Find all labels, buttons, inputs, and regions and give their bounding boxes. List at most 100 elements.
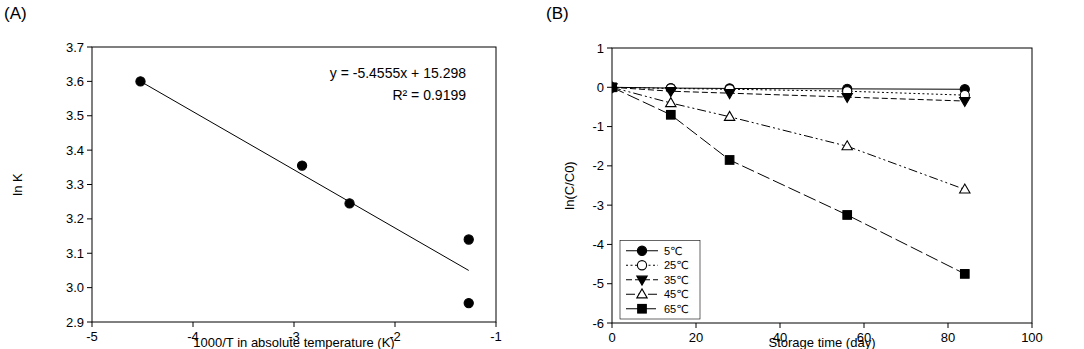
y-tick-label: -2 bbox=[592, 158, 604, 173]
y-tick-label: 3.7 bbox=[66, 40, 84, 55]
y-tick bbox=[607, 48, 612, 49]
series-line bbox=[612, 87, 965, 189]
x-tick bbox=[193, 322, 194, 327]
legend-label: 5℃ bbox=[664, 245, 682, 257]
figure: (A) -5 -4 -3 -2 -1 2.9 3.0 3.1 3.2 3.3 3.4 3.5 3.6 3.7… bbox=[0, 0, 1084, 349]
marker bbox=[464, 298, 473, 307]
legend-label: 45℃ bbox=[664, 288, 689, 300]
x-tick-label: -1 bbox=[490, 329, 502, 344]
x-axis-label: Storage time (day) bbox=[769, 335, 876, 349]
legend-marker bbox=[637, 246, 646, 255]
marker bbox=[612, 83, 617, 92]
panel-label: (A) bbox=[4, 4, 27, 23]
y-tick-label: 3.2 bbox=[66, 211, 84, 226]
y-tick-label: 0 bbox=[597, 80, 604, 95]
series-line bbox=[140, 81, 468, 270]
x-tick bbox=[696, 323, 697, 328]
x-axis-label: 1000/T in absolute temperature (K) bbox=[193, 335, 394, 349]
marker bbox=[724, 111, 734, 120]
y-tick bbox=[607, 165, 612, 166]
x-tick-label: -5 bbox=[86, 329, 98, 344]
y-tick-label: -3 bbox=[592, 198, 604, 213]
y-tick bbox=[87, 253, 92, 254]
series-line bbox=[612, 87, 965, 95]
legend-label: 65℃ bbox=[664, 303, 689, 315]
x-tick bbox=[92, 322, 93, 327]
chart-panel: (A)-5-4-3-2-12.93.03.13.23.33.43.53.63.7… bbox=[4, 4, 502, 349]
marker bbox=[464, 235, 473, 244]
series-line bbox=[612, 87, 965, 101]
marker bbox=[612, 82, 617, 91]
chart-panel: (B)020406080100-6-5-4-3-2-101Storage tim… bbox=[546, 4, 1043, 349]
annotation: R² = 0.9199 bbox=[392, 87, 466, 103]
marker bbox=[725, 156, 734, 165]
y-tick bbox=[87, 184, 92, 185]
y-tick bbox=[607, 87, 612, 88]
marker bbox=[297, 161, 306, 170]
y-tick-label: -1 bbox=[592, 119, 604, 134]
data-area bbox=[136, 77, 473, 308]
y-tick bbox=[87, 218, 92, 219]
y-tick bbox=[607, 323, 612, 324]
y-tick-label: 3.6 bbox=[66, 74, 84, 89]
marker bbox=[612, 83, 616, 92]
legend-label: 25℃ bbox=[664, 259, 689, 271]
x-tick bbox=[1032, 323, 1033, 328]
y-tick bbox=[87, 287, 92, 288]
y-tick bbox=[607, 283, 612, 284]
y-tick bbox=[87, 322, 92, 323]
x-tick-label: 20 bbox=[689, 330, 703, 345]
data-area bbox=[612, 82, 970, 278]
marker bbox=[666, 88, 676, 97]
panel-label: (B) bbox=[546, 4, 569, 23]
marker bbox=[724, 90, 734, 99]
legend-marker bbox=[638, 304, 647, 313]
y-tick bbox=[607, 126, 612, 127]
x-tick bbox=[395, 322, 396, 327]
marker bbox=[612, 84, 617, 93]
legend: 5℃ 25℃ 35℃ 45℃ 65℃ bbox=[620, 241, 700, 320]
y-tick-label: -4 bbox=[592, 237, 604, 252]
marker bbox=[612, 83, 617, 92]
legend-marker bbox=[637, 289, 647, 298]
legend-label: 35℃ bbox=[664, 274, 689, 286]
y-tick-label: 3.4 bbox=[66, 143, 84, 158]
legend-marker bbox=[637, 261, 646, 270]
plot-frame bbox=[92, 47, 496, 322]
y-tick-label: 2.9 bbox=[66, 315, 84, 330]
x-tick bbox=[496, 322, 497, 327]
x-tick-label: 100 bbox=[1021, 330, 1043, 345]
y-tick-label: 3.1 bbox=[66, 246, 84, 261]
marker bbox=[666, 98, 676, 107]
marker bbox=[842, 141, 852, 150]
x-tick-label: 80 bbox=[941, 330, 955, 345]
y-tick-label: 3.0 bbox=[66, 280, 84, 295]
marker bbox=[843, 211, 852, 220]
y-tick-label: 3.3 bbox=[66, 177, 84, 192]
x-tick bbox=[294, 322, 295, 327]
marker bbox=[136, 77, 145, 86]
x-tick-label: 0 bbox=[608, 330, 615, 345]
marker bbox=[960, 97, 970, 106]
x-tick bbox=[864, 323, 865, 328]
y-tick bbox=[87, 150, 92, 151]
series-line bbox=[612, 87, 965, 274]
x-tick bbox=[948, 323, 949, 328]
marker bbox=[667, 110, 676, 119]
marker bbox=[842, 94, 852, 103]
marker bbox=[960, 184, 970, 193]
y-tick bbox=[607, 244, 612, 245]
marker bbox=[961, 270, 970, 279]
y-tick-label: 3.5 bbox=[66, 108, 84, 123]
legend-box bbox=[620, 241, 700, 320]
y-tick bbox=[87, 47, 92, 48]
series-line bbox=[612, 87, 965, 89]
annotation: y = -5.4555x + 15.298 bbox=[330, 65, 466, 81]
y-tick bbox=[87, 81, 92, 82]
y-tick bbox=[607, 205, 612, 206]
plot-frame bbox=[612, 48, 1032, 323]
y-tick-label: -5 bbox=[592, 276, 604, 291]
y-tick bbox=[87, 115, 92, 116]
y-tick-label: 1 bbox=[597, 41, 604, 56]
x-tick bbox=[780, 323, 781, 328]
